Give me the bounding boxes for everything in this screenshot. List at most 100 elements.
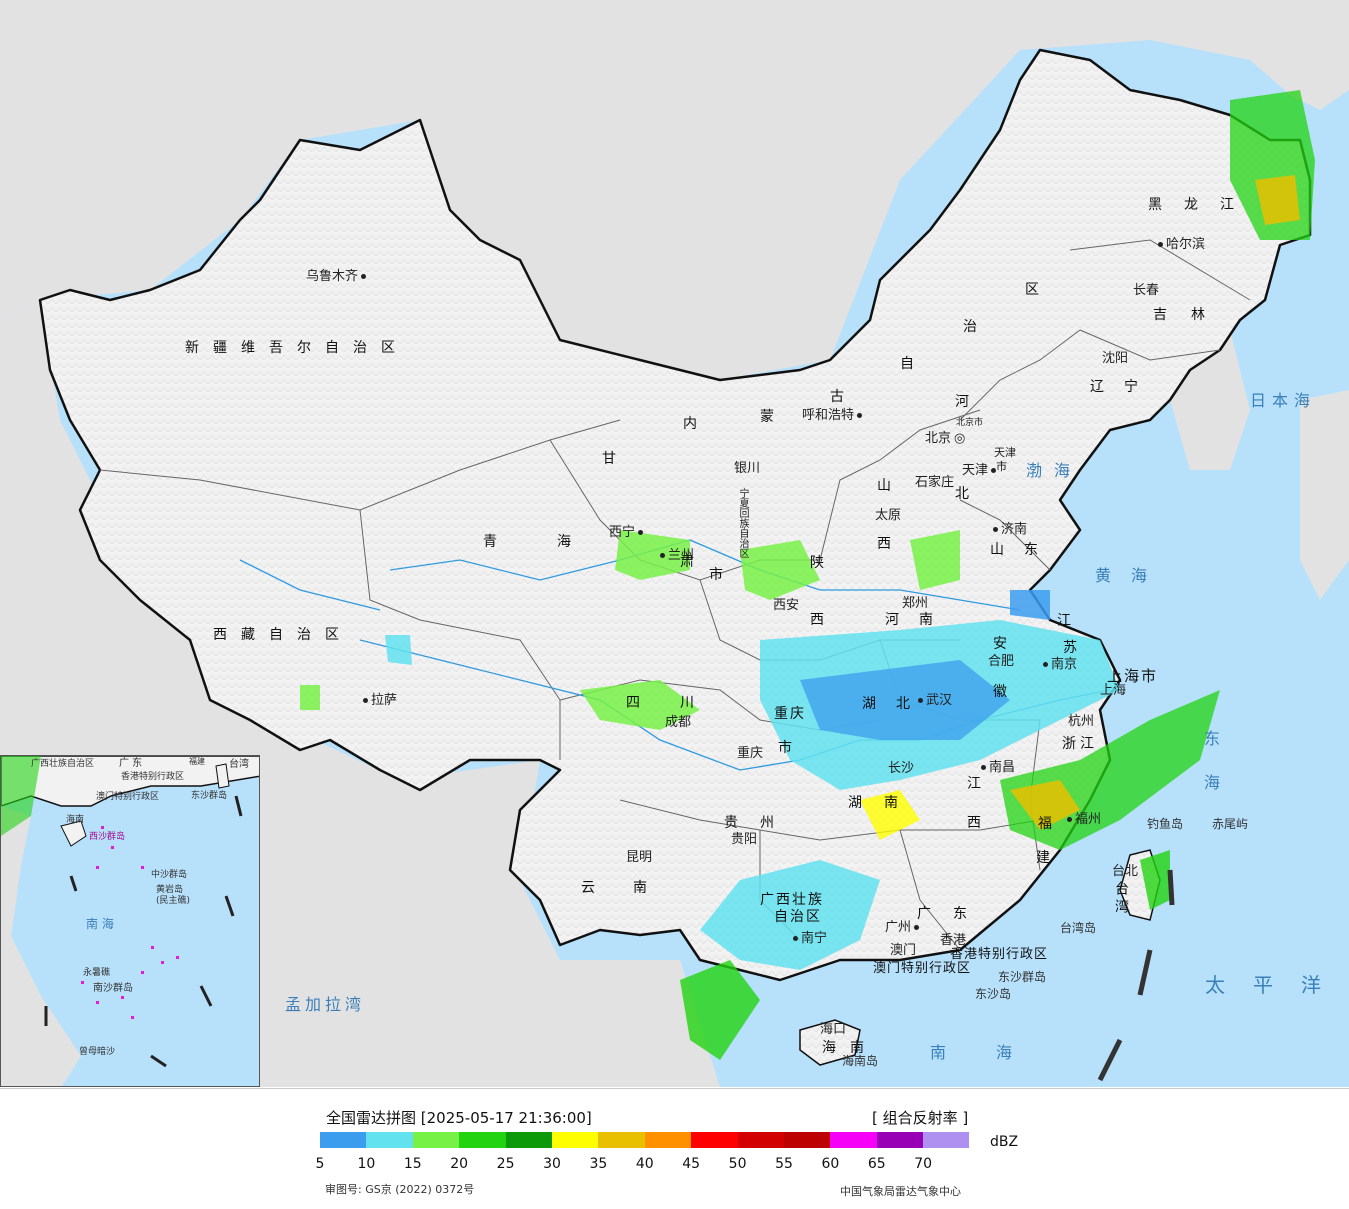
city-xining[interactable]: 西宁 xyxy=(609,526,646,539)
province-label-nmg-1: 内 xyxy=(683,416,711,432)
province-label-shandong: 山东 xyxy=(990,542,1058,558)
sea-label-taipingyang: 太平洋 xyxy=(1205,973,1349,997)
province-label-nmg-5: 治 xyxy=(963,319,991,335)
city-label: 郑州 xyxy=(902,596,929,611)
inset-label-hainan: 海南 xyxy=(66,815,85,825)
city-hohhot[interactable]: 呼和浩特 xyxy=(802,409,865,422)
city-label: 成都 xyxy=(665,715,692,730)
unit-label: dBZ xyxy=(990,1134,1019,1150)
inset-label-zengmu: 曾母暗沙 xyxy=(79,1047,116,1057)
city-haikou[interactable]: 海口 xyxy=(820,1023,846,1036)
city-chengdu[interactable]: 成都 xyxy=(665,716,691,729)
city-changsha[interactable]: 长沙 xyxy=(888,762,914,775)
province-label-sichuan: 四川 xyxy=(626,695,734,711)
hk-sar-label: 香港特别行政区 xyxy=(950,947,1049,962)
city-taibei[interactable]: 台北 xyxy=(1112,865,1138,878)
city-taiyuan[interactable]: 太原 xyxy=(875,509,901,522)
scale-tick-label: 25 xyxy=(496,1156,515,1172)
city-label: 合肥 xyxy=(988,654,1015,669)
city-chongqing[interactable]: 重庆 xyxy=(737,747,763,760)
city-label: 天津 xyxy=(994,446,1016,459)
city-hangzhou[interactable]: 杭州 xyxy=(1068,715,1094,728)
legend-title: 全国雷达拼图 [2025-05-17 21:36:00] xyxy=(326,1109,592,1127)
color-swatch xyxy=(598,1132,645,1148)
province-label-hainan: 海南 xyxy=(822,1040,878,1056)
city-nanjing[interactable]: 南京 xyxy=(1040,658,1077,671)
city-yinchuan[interactable]: 银川 xyxy=(734,462,760,475)
province-label-henan: 河南 xyxy=(885,612,953,628)
city-dot-icon xyxy=(638,530,644,535)
inset-label-fujian: 福建 xyxy=(189,757,205,766)
scale-ticks: 5 10 15 20 25 30 35 40 45 50 55 60 65 70 xyxy=(310,1156,950,1172)
city-label: 济南 xyxy=(1001,522,1028,537)
color-swatch xyxy=(830,1132,877,1148)
city-wuhan[interactable]: 武汉 xyxy=(915,694,952,707)
city-label: 石家庄 xyxy=(915,475,955,490)
legend-panel: 全国雷达拼图 [2025-05-17 21:36:00] [ 组合反射率 ] d… xyxy=(0,1088,1349,1209)
city-label: 重庆 xyxy=(737,746,764,761)
city-label: 杭州 xyxy=(1068,714,1095,729)
city-label: 南昌 xyxy=(989,760,1016,775)
city-tianjin[interactable]: 天津 xyxy=(962,464,999,477)
city-shijiazhuang[interactable]: 石家庄 xyxy=(915,476,954,489)
city-zhengzhou[interactable]: 郑州 xyxy=(902,597,928,610)
island-label-diaoyu: 钓鱼岛 xyxy=(1147,817,1184,831)
color-swatch xyxy=(366,1132,413,1148)
city-label: 福州 xyxy=(1075,812,1102,827)
island-label-dongsha: 东沙群岛 xyxy=(998,970,1047,984)
city-nanchang[interactable]: 南昌 xyxy=(978,761,1015,774)
province-label-nmg-4: 自 xyxy=(900,356,928,372)
city-label: 天津 xyxy=(962,463,989,478)
city-urumqi[interactable]: 乌鲁木齐 xyxy=(306,270,369,283)
city-macau[interactable]: 澳门 xyxy=(890,944,916,957)
city-dot-icon xyxy=(993,527,998,532)
color-swatch xyxy=(459,1132,506,1148)
province-label-yunnan: 云南 xyxy=(581,880,685,896)
radar-map[interactable]: 新疆维吾尔自治区 西藏自治区 青海 甘 肃 内 蒙 古 自 治 区 宁夏回族自治… xyxy=(0,0,1349,1087)
city-changchun[interactable]: 长春 xyxy=(1133,284,1159,297)
city-label: 昆明 xyxy=(626,850,653,865)
color-swatch xyxy=(551,1132,599,1148)
color-swatch xyxy=(923,1132,970,1148)
nine-dash-line xyxy=(1097,869,1175,1082)
color-swatch xyxy=(876,1132,924,1148)
city-label: 长沙 xyxy=(888,761,915,776)
city-fuzhou[interactable]: 福州 xyxy=(1064,813,1101,826)
macau-sar-label: 澳门特别行政区 xyxy=(873,961,972,976)
province-label-tianjin-shi: 市 xyxy=(996,460,1007,473)
inset-label-yongshu: 永暑礁 xyxy=(83,968,111,978)
city-hefei[interactable]: 合肥 xyxy=(988,655,1014,668)
province-label-jilin: 吉林 xyxy=(1153,307,1229,323)
city-beijing[interactable]: 北京 ◎ xyxy=(925,432,965,445)
city-lanzhou[interactable]: 兰州 xyxy=(657,549,694,562)
city-nanning[interactable]: 南宁 xyxy=(790,932,827,945)
city-jinan[interactable]: 济南 xyxy=(990,523,1027,536)
city-label: 长春 xyxy=(1133,283,1160,298)
inset-label-huangyan: 黄岩岛 xyxy=(156,885,184,895)
city-label: 乌鲁木齐 xyxy=(306,269,359,284)
city-beijing-municipality: 北京市 xyxy=(956,419,983,428)
city-guangzhou[interactable]: 广州 xyxy=(885,921,922,934)
city-dot-icon xyxy=(991,468,997,473)
province-label-gansu-shi: 市 xyxy=(709,567,737,583)
city-label: 北京 xyxy=(925,431,952,446)
city-xian[interactable]: 西安 xyxy=(773,599,799,612)
province-label-shaanxi-1: 陕 xyxy=(810,555,838,571)
city-kunming[interactable]: 昆明 xyxy=(626,851,652,864)
city-label: 呼和浩特 xyxy=(802,408,855,423)
city-shenyang[interactable]: 沈阳 xyxy=(1102,352,1128,365)
scale-tick-label: 70 xyxy=(914,1156,933,1172)
city-lhasa[interactable]: 拉萨 xyxy=(360,694,397,707)
island-label-chiwei: 赤尾屿 xyxy=(1212,817,1249,831)
city-dot-icon xyxy=(1043,662,1048,667)
city-guiyang[interactable]: 贵阳 xyxy=(731,833,757,846)
inset-label-taiwan: 台湾 xyxy=(229,759,249,770)
city-hongkong[interactable]: 香港 xyxy=(940,934,966,947)
south-china-sea-inset: 广 东 福建 台湾 广西壮族自治区 香港特别行政区 澳门特别行政区 东沙群岛 海… xyxy=(0,755,260,1087)
province-label-chongqing-1: 重庆 xyxy=(774,706,806,722)
sea-label-riben: 日本海 xyxy=(1250,391,1317,410)
sea-label-donghai: 东海 xyxy=(1201,730,1220,818)
city-shanghai[interactable]: 上海 xyxy=(1100,684,1126,697)
city-harbin[interactable]: 哈尔滨 xyxy=(1155,238,1205,251)
city-label: 太原 xyxy=(875,508,902,523)
